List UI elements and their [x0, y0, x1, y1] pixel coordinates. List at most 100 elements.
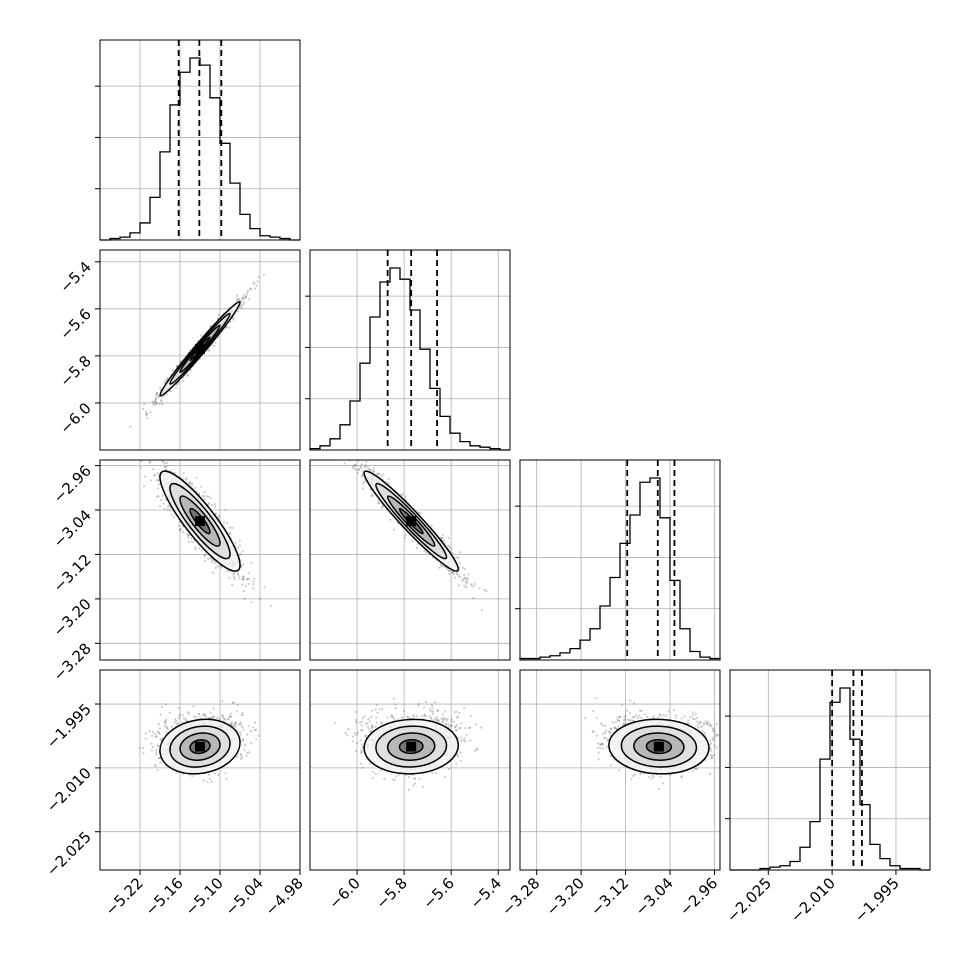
scatter-point — [441, 536, 444, 540]
scatter-point — [162, 502, 165, 505]
scatter-point — [190, 537, 193, 540]
scatter-point — [159, 713, 162, 716]
scatter-point — [204, 715, 207, 718]
scatter-point — [182, 379, 185, 382]
scatter-point — [211, 716, 214, 719]
scatter-point — [238, 554, 241, 557]
scatter-point — [161, 705, 164, 708]
scatter-point — [353, 464, 356, 467]
scatter-point — [214, 561, 217, 564]
scatter-point — [242, 578, 245, 581]
scatter-point — [353, 464, 356, 467]
scatter-point — [203, 554, 206, 557]
scatter-point — [170, 725, 173, 728]
scatter-point — [248, 578, 251, 581]
scatter-point — [152, 402, 155, 405]
scatter-point — [216, 565, 220, 568]
scatter-point — [186, 711, 190, 714]
scatter-point — [188, 482, 191, 485]
scatter-point — [138, 746, 141, 749]
scatter-point — [150, 742, 153, 745]
scatter-point — [232, 724, 235, 728]
scatter-point — [182, 478, 185, 481]
scatter-point — [211, 559, 214, 562]
scatter-point — [241, 583, 244, 586]
scatter-point — [151, 468, 154, 471]
scatter-point — [242, 728, 245, 731]
scatter-point — [465, 582, 468, 585]
scatter-point — [207, 716, 210, 720]
scatter-point — [236, 297, 239, 300]
scatter-point — [177, 524, 181, 527]
scatter-point — [241, 577, 244, 580]
scatter-point — [456, 556, 459, 559]
scatter-point — [168, 509, 172, 512]
scatter-point — [203, 490, 206, 494]
scatter-point — [168, 711, 171, 714]
scatter-point — [448, 569, 451, 573]
scatter-point — [240, 307, 243, 310]
scatter-point — [202, 495, 205, 498]
scatter-point — [245, 293, 248, 296]
scatter-point — [174, 718, 177, 721]
scatter-point — [154, 765, 157, 768]
scatter-point — [210, 717, 213, 720]
scatter-point — [185, 478, 188, 481]
scatter-point — [236, 299, 239, 302]
scatter-point — [171, 369, 174, 372]
scatter-point — [263, 586, 266, 589]
scatter-point — [202, 779, 205, 782]
scatter-point — [249, 729, 252, 733]
scatter-point — [152, 474, 155, 477]
scatter-point — [452, 571, 455, 574]
scatter-point — [230, 712, 233, 715]
scatter-point — [165, 718, 168, 722]
scatter-point — [203, 559, 207, 563]
scatter-point — [203, 554, 206, 557]
scatter-point — [392, 528, 395, 531]
scatter-point — [143, 475, 146, 478]
scatter-point — [361, 452, 363, 454]
scatter-point — [237, 570, 240, 574]
scatter-point — [224, 772, 227, 775]
scatter-point — [380, 506, 383, 509]
scatter-point — [458, 568, 461, 571]
scatter-point — [187, 712, 190, 715]
scatter-point — [459, 576, 462, 579]
scatter-point — [377, 472, 380, 475]
scatter-point — [144, 447, 146, 449]
scatter-point — [364, 464, 367, 467]
scatter-point — [234, 723, 237, 726]
scatter-point — [164, 703, 168, 706]
scatter-point — [246, 751, 249, 754]
scatter-point — [259, 598, 262, 601]
scatter-point — [404, 533, 407, 537]
scatter-point — [238, 299, 241, 302]
scatter-point — [161, 460, 164, 463]
scatter-point — [211, 504, 214, 507]
scatter-point — [441, 565, 444, 568]
scatter-point — [164, 457, 166, 459]
scatter-point — [354, 447, 356, 449]
density-peak — [195, 516, 205, 527]
scatter-point — [425, 551, 428, 554]
scatter-point — [239, 753, 242, 756]
scatter-point — [164, 498, 168, 501]
scatter-point — [242, 293, 246, 296]
scatter-point — [181, 721, 184, 724]
scatter-point — [164, 720, 167, 723]
scatter-point — [403, 536, 406, 539]
scatter-point — [165, 726, 168, 729]
scatter-point — [419, 511, 422, 515]
scatter-point — [241, 575, 244, 578]
scatter-point — [220, 566, 223, 569]
scatter-point — [246, 291, 249, 294]
scatter-point — [185, 719, 189, 722]
scatter-point — [238, 544, 241, 547]
scatter-point — [156, 487, 159, 490]
scatter-point — [222, 716, 225, 719]
scatter-point — [156, 730, 160, 733]
scatter-point — [233, 572, 236, 575]
scatter-point — [144, 732, 147, 735]
scatter-point — [181, 714, 184, 717]
